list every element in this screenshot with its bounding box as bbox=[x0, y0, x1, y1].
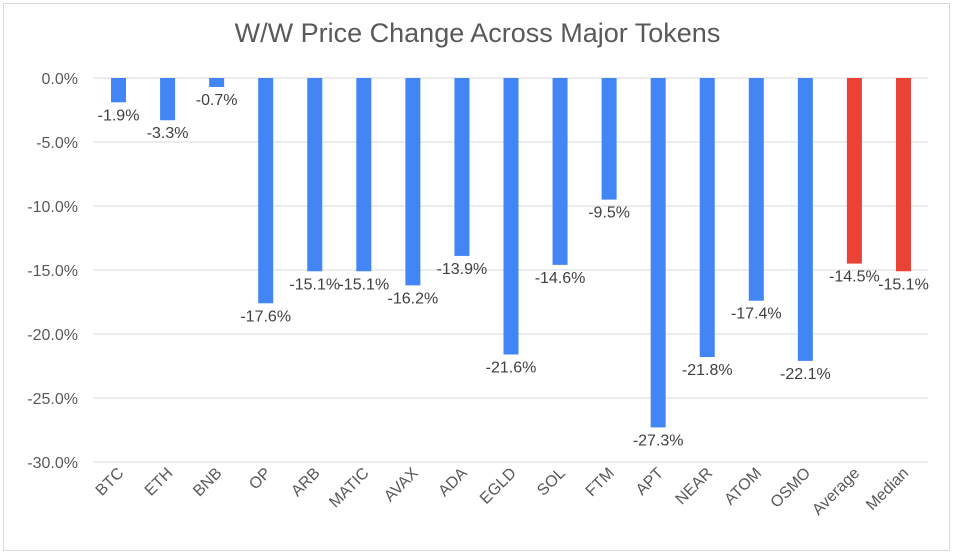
bar-avax bbox=[405, 78, 421, 286]
x-tick-label-apt: APT bbox=[633, 465, 667, 499]
data-label-op: -17.6% bbox=[240, 308, 291, 325]
bar-ftm bbox=[601, 78, 617, 200]
data-label-ftm: -9.5% bbox=[588, 205, 630, 222]
data-label-average: -14.5% bbox=[829, 269, 880, 286]
x-tick-label-ada: ADA bbox=[435, 465, 471, 501]
y-tick-label: -5.0% bbox=[36, 135, 78, 152]
data-label-egld: -21.6% bbox=[486, 359, 537, 376]
x-tick-label-avax: AVAX bbox=[381, 465, 422, 506]
data-label-btc: -1.9% bbox=[98, 107, 140, 124]
data-label-sol: -14.6% bbox=[535, 270, 586, 287]
data-label-median: -15.1% bbox=[878, 276, 929, 293]
y-tick-label: -20.0% bbox=[27, 327, 78, 344]
x-tick-label-btc: BTC bbox=[93, 465, 128, 500]
bar-near bbox=[699, 78, 715, 358]
bar-average bbox=[846, 78, 862, 264]
data-label-bnb: -0.7% bbox=[196, 92, 238, 109]
x-tick-label-near: NEAR bbox=[673, 465, 716, 508]
x-tick-label-arb: ARB bbox=[288, 465, 323, 500]
y-tick-label: -25.0% bbox=[27, 391, 78, 408]
data-label-osmo: -22.1% bbox=[780, 366, 831, 383]
x-tick-label-eth: ETH bbox=[142, 465, 177, 500]
x-tick-label-ftm: FTM bbox=[583, 465, 618, 500]
bar-median bbox=[895, 78, 911, 272]
data-label-matic: -15.1% bbox=[338, 276, 389, 293]
x-axis: BTC ETH BNB OP ARB MATIC AVAX ADA EGLD SOL FTM APT N… bbox=[93, 465, 913, 519]
x-tick-label-median: Median bbox=[863, 465, 912, 514]
bar-apt bbox=[650, 78, 666, 428]
y-tick-label: -10.0% bbox=[27, 199, 78, 216]
x-tick-label-matic: MATIC bbox=[326, 465, 372, 511]
bar-egld bbox=[503, 78, 519, 355]
bar-bnb bbox=[209, 78, 225, 87]
bar-eth bbox=[160, 78, 176, 121]
x-tick-label-atom: ATOM bbox=[721, 465, 765, 509]
data-label-avax: -16.2% bbox=[388, 290, 439, 307]
bar-sol bbox=[552, 78, 568, 265]
x-tick-label-osmo: OSMO bbox=[768, 465, 815, 512]
data-label-arb: -15.1% bbox=[289, 276, 340, 293]
bar-ada bbox=[454, 78, 470, 256]
data-label-near: -21.8% bbox=[682, 362, 733, 379]
data-label-ada: -13.9% bbox=[437, 261, 488, 278]
y-tick-label: 0.0% bbox=[42, 71, 78, 88]
bar-matic bbox=[356, 78, 372, 272]
x-tick-label-op: OP bbox=[246, 465, 274, 493]
bar-btc bbox=[111, 78, 127, 103]
bar-op bbox=[258, 78, 274, 304]
x-tick-label-average: Average bbox=[809, 465, 863, 519]
x-tick-label-bnb: BNB bbox=[190, 465, 225, 500]
y-axis: 0.0% -5.0% -10.0% -15.0% -20.0% -25.0% -30.0% bbox=[27, 71, 78, 472]
bar-atom bbox=[748, 78, 764, 301]
data-label-eth: -3.3% bbox=[147, 125, 189, 142]
y-tick-label: -15.0% bbox=[27, 263, 78, 280]
chart-title: W/W Price Change Across Major Tokens bbox=[234, 18, 721, 48]
x-tick-label-egld: EGLD bbox=[477, 465, 520, 508]
data-label-atom: -17.4% bbox=[731, 306, 782, 323]
bar-osmo bbox=[797, 78, 813, 361]
bar-arb bbox=[307, 78, 323, 272]
y-tick-label: -30.0% bbox=[27, 455, 78, 472]
x-tick-label-sol: SOL bbox=[534, 465, 569, 500]
data-labels: -1.9%-3.3%-0.7%-17.6%-15.1%-15.1%-16.2%-… bbox=[98, 92, 929, 449]
bars bbox=[111, 78, 911, 428]
data-label-apt: -27.3% bbox=[633, 432, 684, 449]
